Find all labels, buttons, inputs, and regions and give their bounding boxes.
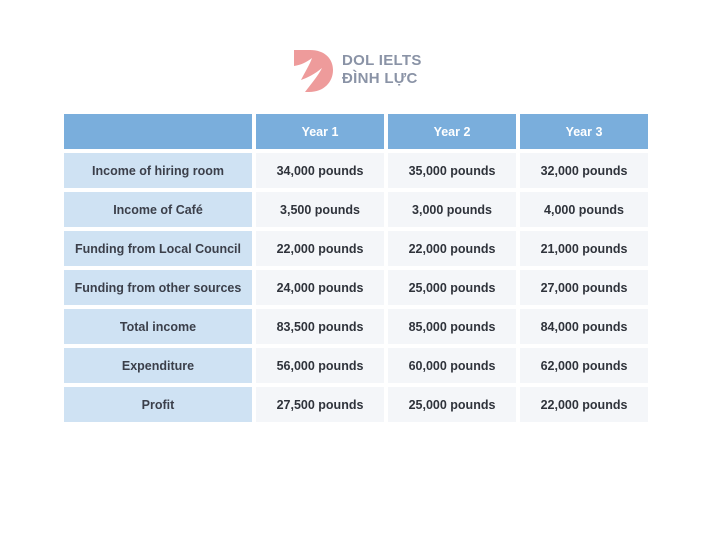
table-cell: 60,000 pounds bbox=[388, 348, 516, 383]
header-year-1: Year 1 bbox=[256, 114, 384, 149]
table-cell: 27,500 pounds bbox=[256, 387, 384, 422]
table-row: Total income 83,500 pounds 85,000 pounds… bbox=[64, 309, 648, 344]
table-cell: 25,000 pounds bbox=[388, 387, 516, 422]
table-cell: 22,000 pounds bbox=[388, 231, 516, 266]
table-cell: 56,000 pounds bbox=[256, 348, 384, 383]
header-corner bbox=[64, 114, 252, 149]
table-row: Profit 27,500 pounds 25,000 pounds 22,00… bbox=[64, 387, 648, 422]
table-header-row: Year 1 Year 2 Year 3 bbox=[64, 114, 648, 149]
table-cell: 25,000 pounds bbox=[388, 270, 516, 305]
table-cell: 4,000 pounds bbox=[520, 192, 648, 227]
table-cell: 21,000 pounds bbox=[520, 231, 648, 266]
dol-logo-icon bbox=[294, 50, 333, 92]
row-label: Total income bbox=[64, 309, 252, 344]
income-table: Year 1 Year 2 Year 3 Income of hiring ro… bbox=[60, 110, 652, 426]
table-cell: 83,500 pounds bbox=[256, 309, 384, 344]
table-cell: 22,000 pounds bbox=[256, 231, 384, 266]
data-table-container: Year 1 Year 2 Year 3 Income of hiring ro… bbox=[64, 114, 648, 422]
table-row: Income of Café 3,500 pounds 3,000 pounds… bbox=[64, 192, 648, 227]
row-label: Funding from Local Council bbox=[64, 231, 252, 266]
table-cell: 22,000 pounds bbox=[520, 387, 648, 422]
table-cell: 62,000 pounds bbox=[520, 348, 648, 383]
table-row: Funding from other sources 24,000 pounds… bbox=[64, 270, 648, 305]
row-label: Income of hiring room bbox=[64, 153, 252, 188]
table-cell: 27,000 pounds bbox=[520, 270, 648, 305]
table-row: Expenditure 56,000 pounds 60,000 pounds … bbox=[64, 348, 648, 383]
table-cell: 32,000 pounds bbox=[520, 153, 648, 188]
table-cell: 85,000 pounds bbox=[388, 309, 516, 344]
logo-line2: ĐÌNH LỰC bbox=[342, 70, 418, 87]
table-cell: 3,500 pounds bbox=[256, 192, 384, 227]
table-row: Income of hiring room 34,000 pounds 35,0… bbox=[64, 153, 648, 188]
logo: DOL IELTS ĐÌNH LỰC bbox=[292, 46, 422, 94]
table-cell: 3,000 pounds bbox=[388, 192, 516, 227]
row-label: Profit bbox=[64, 387, 252, 422]
header-year-3: Year 3 bbox=[520, 114, 648, 149]
table-cell: 84,000 pounds bbox=[520, 309, 648, 344]
row-label: Expenditure bbox=[64, 348, 252, 383]
table-cell: 35,000 pounds bbox=[388, 153, 516, 188]
table-cell: 34,000 pounds bbox=[256, 153, 384, 188]
table-row: Funding from Local Council 22,000 pounds… bbox=[64, 231, 648, 266]
header-year-2: Year 2 bbox=[388, 114, 516, 149]
table-cell: 24,000 pounds bbox=[256, 270, 384, 305]
row-label: Income of Café bbox=[64, 192, 252, 227]
logo-line1: DOL IELTS bbox=[342, 52, 422, 69]
row-label: Funding from other sources bbox=[64, 270, 252, 305]
